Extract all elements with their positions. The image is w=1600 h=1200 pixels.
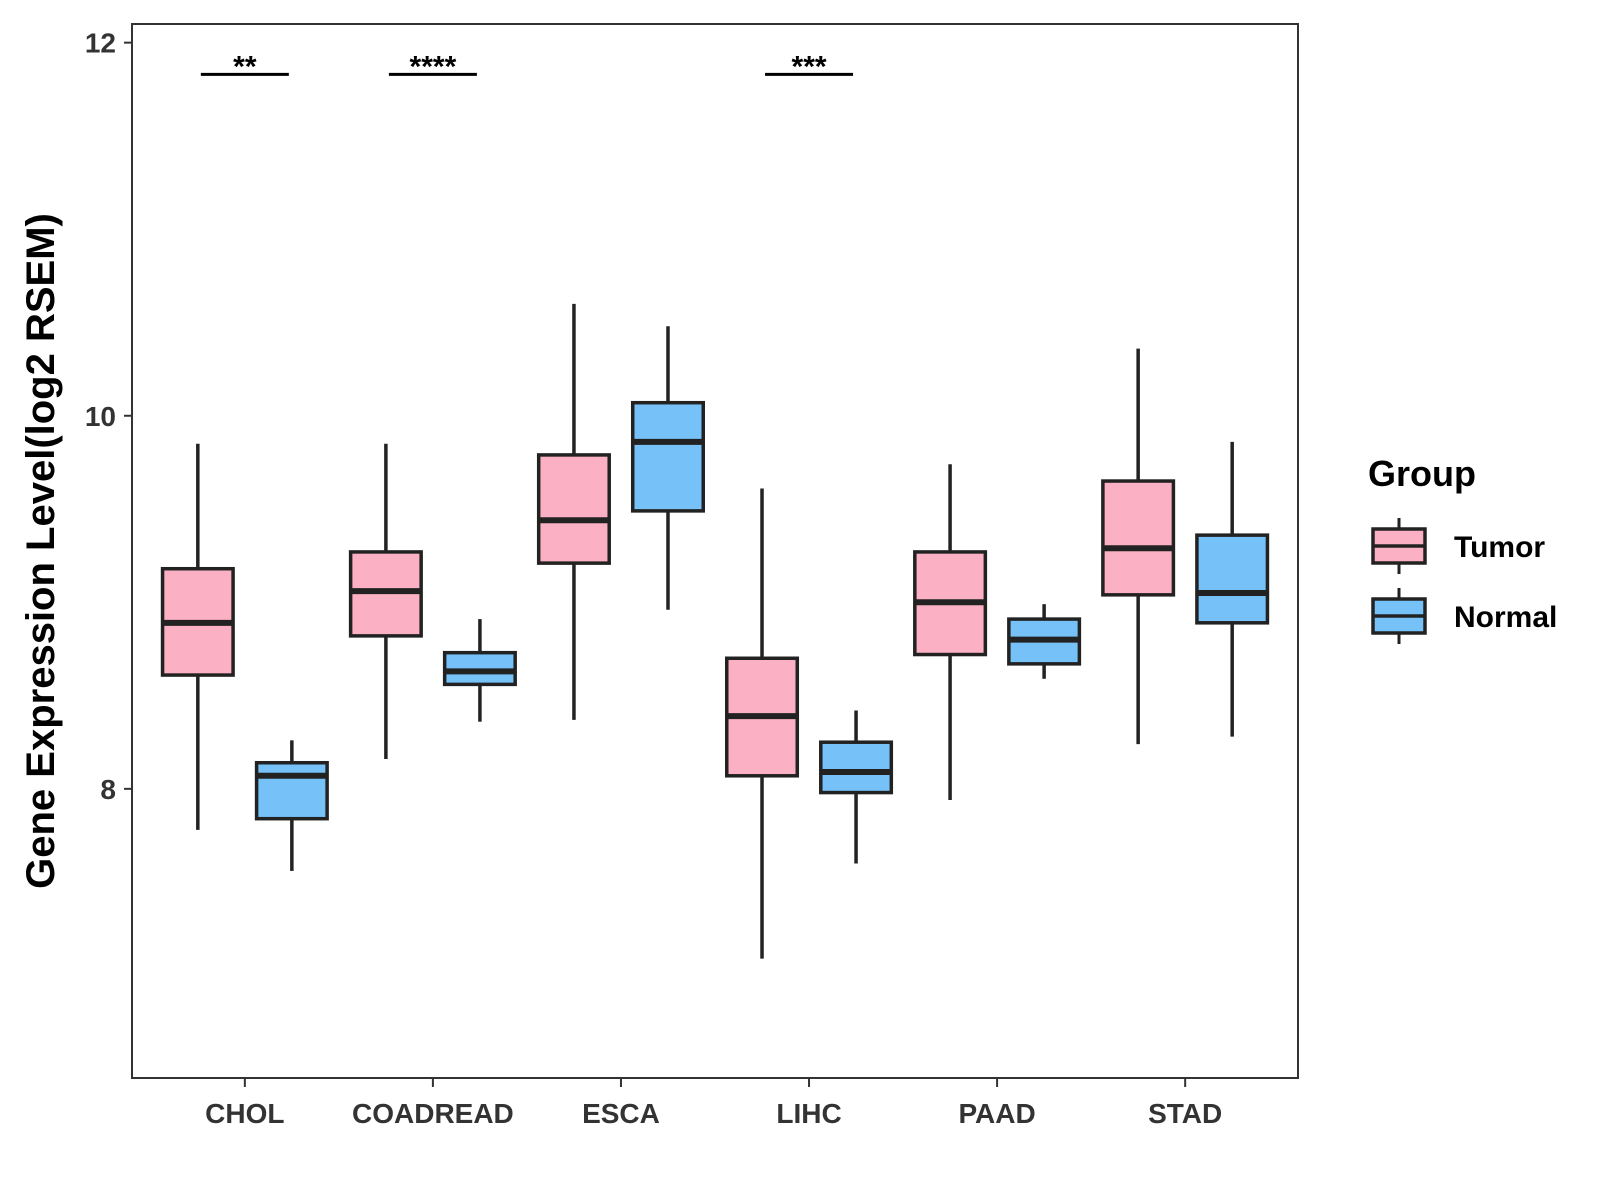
box-body xyxy=(819,740,894,795)
box-body xyxy=(536,453,611,565)
box-normal-lihc xyxy=(819,710,894,864)
box-normal-stad xyxy=(1195,441,1270,737)
significance-label: **** xyxy=(410,50,457,83)
x-axis: CHOL COADREAD ESCA LIHC PAAD STAD xyxy=(205,1078,1222,1129)
y-axis: 8 10 12 xyxy=(85,28,132,805)
x-tick-label: ESCA xyxy=(582,1098,660,1129)
x-tick-label: COADREAD xyxy=(352,1098,514,1129)
significance-label: ** xyxy=(233,50,257,83)
x-tick-label: PAAD xyxy=(958,1098,1035,1129)
legend-item-normal: Normal xyxy=(1371,588,1557,644)
y-tick-label: 8 xyxy=(100,774,116,805)
box-series xyxy=(160,303,1270,959)
box-normal-chol xyxy=(254,740,329,871)
legend-item-tumor: Tumor xyxy=(1371,518,1545,574)
legend-title: Group xyxy=(1368,453,1476,494)
box-tumor-chol xyxy=(160,443,235,830)
box-tumor-stad xyxy=(1101,348,1176,745)
y-axis-title: Gene Expression Level(log2 RSEM) xyxy=(19,213,63,889)
box-body xyxy=(254,760,329,821)
box-tumor-lihc xyxy=(725,488,800,959)
legend: Group Tumor Normal xyxy=(1368,453,1557,644)
legend-label: Tumor xyxy=(1454,531,1545,564)
x-tick-label: STAD xyxy=(1148,1098,1222,1129)
x-tick-label: CHOL xyxy=(205,1098,284,1129)
x-tick-label: LIHC xyxy=(776,1098,841,1129)
box-body xyxy=(630,400,705,513)
box-normal-paad xyxy=(1007,604,1082,679)
box-normal-esca xyxy=(630,326,705,610)
box-body xyxy=(1195,533,1270,625)
y-tick-label: 10 xyxy=(85,401,116,432)
significance-annotations: ** **** *** xyxy=(200,50,854,83)
significance-label: *** xyxy=(792,50,827,83)
box-body xyxy=(1101,479,1176,597)
legend-label: Normal xyxy=(1454,601,1557,634)
y-tick-label: 12 xyxy=(85,28,116,59)
box-tumor-coadread xyxy=(348,443,423,760)
box-normal-coadread xyxy=(442,619,517,722)
box-tumor-paad xyxy=(913,464,988,801)
box-tumor-esca xyxy=(536,303,611,720)
